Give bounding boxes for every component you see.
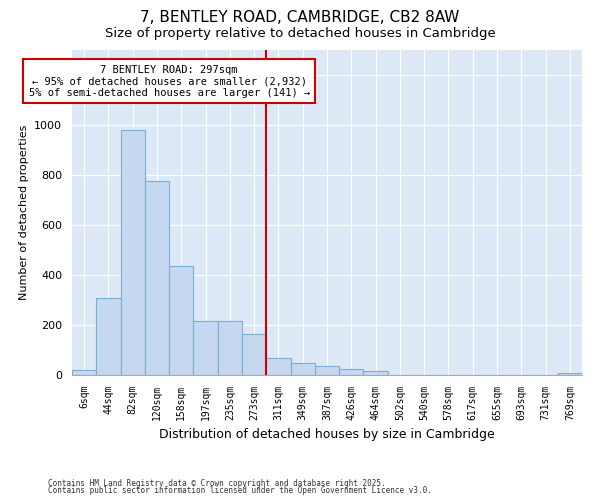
- Text: 7, BENTLEY ROAD, CAMBRIDGE, CB2 8AW: 7, BENTLEY ROAD, CAMBRIDGE, CB2 8AW: [140, 10, 460, 25]
- Text: Size of property relative to detached houses in Cambridge: Size of property relative to detached ho…: [104, 28, 496, 40]
- Bar: [364, 371, 388, 375]
- Text: Contains public sector information licensed under the Open Government Licence v3: Contains public sector information licen…: [48, 486, 432, 495]
- Bar: [121, 130, 145, 375]
- Bar: [218, 322, 242, 375]
- Bar: [169, 266, 193, 375]
- Text: 7 BENTLEY ROAD: 297sqm
← 95% of detached houses are smaller (2,932)
5% of semi-d: 7 BENTLEY ROAD: 297sqm ← 95% of detached…: [29, 64, 310, 98]
- Bar: [558, 372, 582, 375]
- Bar: [266, 358, 290, 375]
- Bar: [339, 369, 364, 375]
- Bar: [145, 181, 169, 375]
- Bar: [193, 322, 218, 375]
- Bar: [290, 362, 315, 375]
- Bar: [242, 334, 266, 375]
- Text: Contains HM Land Registry data © Crown copyright and database right 2025.: Contains HM Land Registry data © Crown c…: [48, 478, 386, 488]
- Bar: [72, 370, 96, 375]
- Bar: [96, 298, 121, 375]
- Bar: [315, 366, 339, 375]
- Y-axis label: Number of detached properties: Number of detached properties: [19, 125, 29, 300]
- X-axis label: Distribution of detached houses by size in Cambridge: Distribution of detached houses by size …: [159, 428, 495, 442]
